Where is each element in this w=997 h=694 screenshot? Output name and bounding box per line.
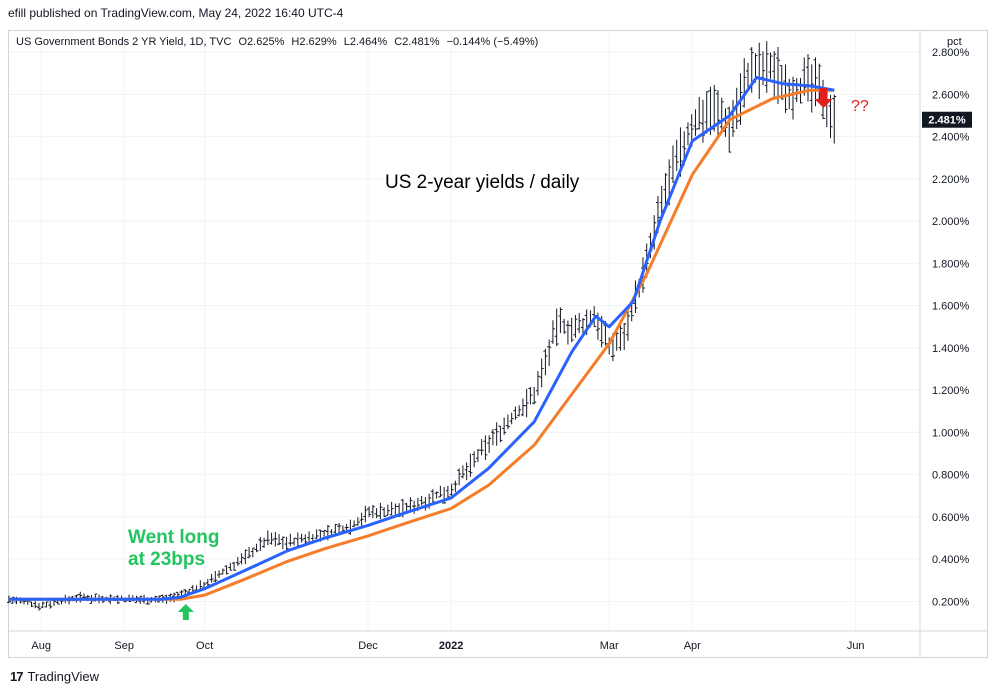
publisher-line: efill published on TradingView.com, May … — [8, 6, 344, 20]
symbol-name: US Government Bonds 2 YR Yield, 1D, TVC — [16, 36, 232, 48]
y-tick-label: 0.400% — [932, 554, 970, 566]
y-tick-label: 0.600% — [932, 512, 970, 524]
went-long-line1: Went long — [128, 527, 220, 548]
chart-frame — [8, 30, 988, 658]
tradingview-logo-icon: 17 — [10, 669, 24, 684]
x-tick-label: Oct — [196, 640, 213, 652]
y-tick-label: 2.600% — [932, 89, 970, 101]
y-tick-label: 1.600% — [932, 301, 970, 313]
y-tick-label: 2.000% — [932, 216, 970, 228]
chart-annotation-title: US 2-year yields / daily — [385, 172, 580, 193]
y-tick-label: 0.200% — [932, 596, 970, 608]
y-tick-label: 0.800% — [932, 470, 970, 482]
last-value-label: 2.481% — [928, 115, 966, 127]
green-up-arrow-icon — [177, 604, 194, 620]
legend-high: H2.629% — [291, 36, 337, 48]
legend-change: −0.144% (−5.49%) — [446, 36, 539, 48]
red-down-arrow-icon — [814, 88, 833, 108]
x-tick-label: Mar — [600, 640, 619, 652]
y-tick-label: 1.400% — [932, 343, 970, 355]
last-value-badge — [922, 111, 972, 128]
x-tick-label: Aug — [31, 640, 51, 652]
y-tick-label: 2.400% — [932, 132, 970, 144]
tradingview-brand: TradingView — [27, 669, 100, 684]
y-tick-label: 2.800% — [932, 47, 970, 59]
ema-fast-line — [9, 76, 835, 601]
x-tick-label: 2022 — [439, 640, 463, 652]
legend-open: O2.625% — [238, 36, 285, 48]
y-tick-label: 1.200% — [932, 385, 970, 397]
symbol-legend: US Government Bonds 2 YR Yield, 1D, TVC … — [16, 36, 542, 48]
question-annotation: ?? — [851, 98, 869, 115]
ema-slow-line — [9, 88, 835, 601]
x-tick-label: Dec — [358, 640, 378, 652]
y-tick-label: 2.200% — [932, 174, 970, 186]
y-tick-label: 1.800% — [932, 258, 970, 270]
tradingview-logo[interactable]: 17 TradingView — [10, 669, 99, 684]
went-long-line2: at 23bps — [128, 549, 206, 570]
legend-close: C2.481% — [394, 36, 440, 48]
axis-unit: pct — [947, 36, 962, 48]
x-tick-label: Jun — [847, 640, 865, 652]
x-tick-label: Sep — [114, 640, 134, 652]
y-tick-label: 1.000% — [932, 427, 970, 439]
went-long-annotation: Went long at 23bps — [128, 527, 219, 571]
x-tick-label: Apr — [684, 640, 701, 652]
legend-low: L2.464% — [343, 36, 388, 48]
